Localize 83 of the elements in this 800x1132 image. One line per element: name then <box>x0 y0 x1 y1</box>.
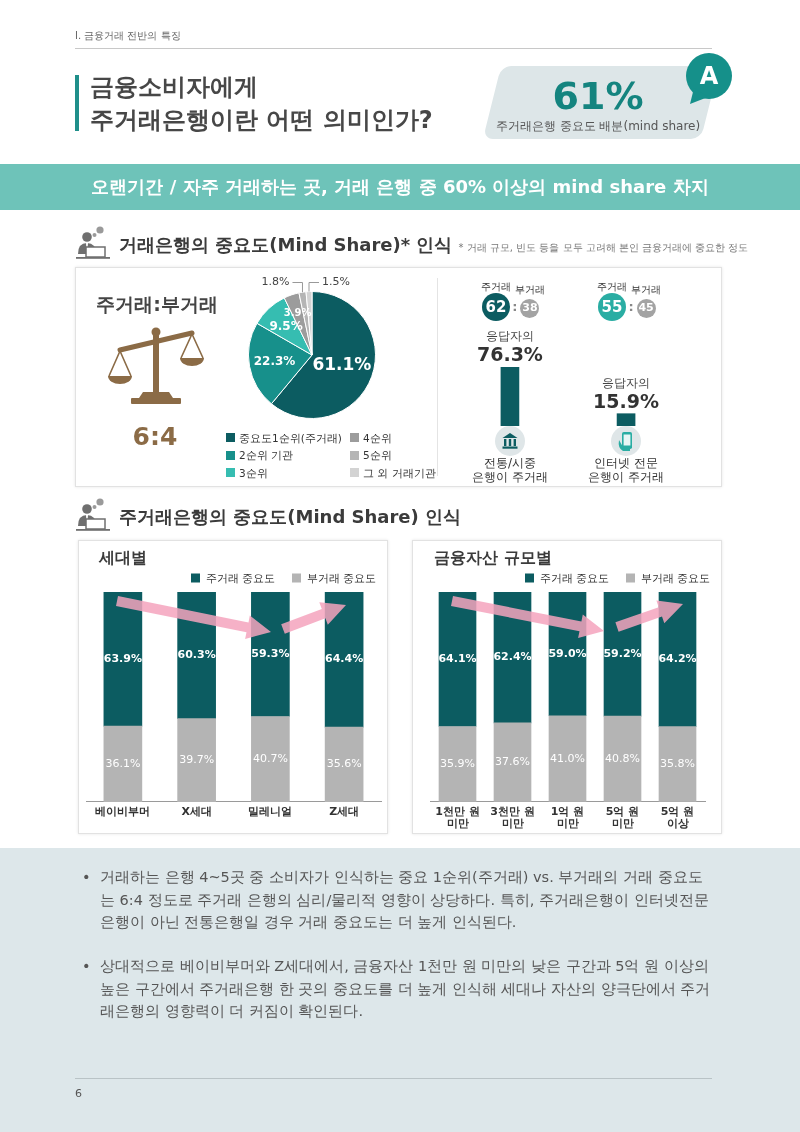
text: * 거래 규모, 빈도 등을 모두 고려해 본인 금융거래에 중요한 정도 <box>458 242 749 254</box>
bar <box>548 715 587 802</box>
chart-title: 세대별 <box>99 548 147 568</box>
text: 오랜기간 / 자주 거래하는 곳, 거래 은행 중 60% 이상의 mind share 차지 <box>91 176 709 198</box>
bar <box>177 718 216 802</box>
text: 주거래 <box>597 281 628 293</box>
text: • <box>82 957 91 976</box>
data-label: 15.9% <box>593 389 660 412</box>
bar <box>493 722 532 802</box>
bar <box>251 716 290 802</box>
x-tick-label: 5억 원 이상 <box>660 804 695 830</box>
data-label: 63.9% <box>103 651 142 665</box>
data-label: 59.0% <box>548 646 587 660</box>
legend-label: 부거래 중요도 <box>306 570 376 586</box>
x-tick-label: 인터넷 전문 은행이 주거래 <box>588 456 664 484</box>
x-tick-label: 3천만 원 미만 <box>490 804 535 830</box>
legend-label: 중요도1순위(주거래) <box>239 431 342 444</box>
text: 금융소비자에게 주거래은행이란 어떤 의미인가? <box>90 72 433 136</box>
legend-label: 3순위 <box>239 466 268 479</box>
data-label: 59.3% <box>251 647 290 661</box>
data-label: 62.4% <box>493 650 532 664</box>
legend-label: 5순위 <box>363 448 392 462</box>
data-label: 76.3% <box>476 343 543 365</box>
text: 부거래 <box>631 284 662 296</box>
legend-label: 부거래 중요도 <box>640 570 710 586</box>
chart-title: 거래은행의 중요도(Mind Share)* 인식 <box>119 234 453 256</box>
text: 6:4 <box>132 422 178 452</box>
legend-label: 주거래 중요도 <box>540 570 610 586</box>
data-label: 1.8% <box>261 275 290 289</box>
data-label: 35.8% <box>660 757 695 771</box>
text: 부거래 <box>514 284 545 296</box>
bar <box>658 726 697 802</box>
data-label: 40.8% <box>605 751 640 765</box>
data-label: 59.2% <box>603 646 642 660</box>
data-label: 35.9% <box>440 757 475 770</box>
x-tick-label: 1천만 원 미만 <box>435 804 480 830</box>
text: 응답자의 <box>485 328 534 344</box>
x-tick-label: 밀레니얼 <box>248 804 293 818</box>
data-label: 22.3% <box>253 353 296 368</box>
annotation: 응답자의 <box>602 375 651 390</box>
x-tick-label: 5억 원 미만 <box>605 804 640 830</box>
data-label: 61.1% <box>312 354 372 375</box>
text: A <box>699 61 719 91</box>
data-label: 1.5% <box>322 275 350 289</box>
text: 주거래은행의 중요도(Mind Share) 인식 <box>119 506 462 528</box>
text: 61% <box>552 74 644 120</box>
text: 62 <box>485 298 507 316</box>
text: 주거래 <box>480 281 511 293</box>
legend-label: 4순위 <box>363 431 392 444</box>
bar <box>603 715 642 802</box>
data-label: 64.2% <box>658 652 697 666</box>
text: 상대적으로 베이비부머와 Z세대에서, 금융자산 1천만 원 미만의 낮은 구간과 5억 원 이상의 높은 구간에서 주거래은행 한 곳의 중요도를 더 높게 인식해 세대나 자산의 양극단에서 주거래은행의 영향력이 더 커짐이 확인된다. <box>100 957 712 1021</box>
text: : <box>512 299 518 315</box>
legend-label: 그 외 거래기관 <box>363 466 436 479</box>
x-tick-label: 1억 원 미만 <box>550 804 585 830</box>
data-label: 64.4% <box>325 652 364 666</box>
data-label: 39.7% <box>179 753 215 767</box>
legend-label: 주거래 중요도 <box>206 570 276 586</box>
legend-label: 2순위 기관 <box>239 448 294 462</box>
bar <box>251 592 290 717</box>
text: 주거래은행 중요도 배분(mind share) <box>495 118 701 134</box>
data-label: 40.7% <box>252 752 288 766</box>
data-label: 41.0% <box>550 751 585 765</box>
x-tick-label: Z세대 <box>329 804 360 818</box>
data-label: 60.3% <box>177 648 216 662</box>
text: I. 금융거래 전반의 특징 <box>75 30 181 42</box>
text: 55 <box>601 298 623 316</box>
bar <box>324 726 364 802</box>
text: 주거래:부거래 <box>96 292 218 316</box>
text: : <box>628 299 634 315</box>
bar <box>438 726 477 802</box>
data-label: 35.6% <box>326 757 362 771</box>
text: • <box>82 868 91 887</box>
data-label: 36.1% <box>105 756 141 770</box>
text: 6 <box>75 1087 82 1101</box>
data-label: 64.1% <box>438 652 477 666</box>
text: 거래하는 은행 4~5곳 중 소비자가 인식하는 중요 1순위(주거래) vs. 부거래의 거래 중요도는 6:4 정도로 주거래 은행의 심리/물리적 영향이 상당하다. 특히, 주거래은행이 인터넷전문은행이 아닌 전통은행일 경우 거래 중요도는 더 높게 인식된다. <box>100 868 710 932</box>
x-tick-label: X세대 <box>181 804 212 818</box>
data-label: 37.6% <box>495 755 530 769</box>
x-tick-label: 전통/시중 은행이 주거래 <box>472 456 548 484</box>
chart-title: 금융자산 규모별 <box>434 548 552 568</box>
bar <box>103 725 143 802</box>
x-tick-label: 베이비부머 <box>95 804 151 818</box>
